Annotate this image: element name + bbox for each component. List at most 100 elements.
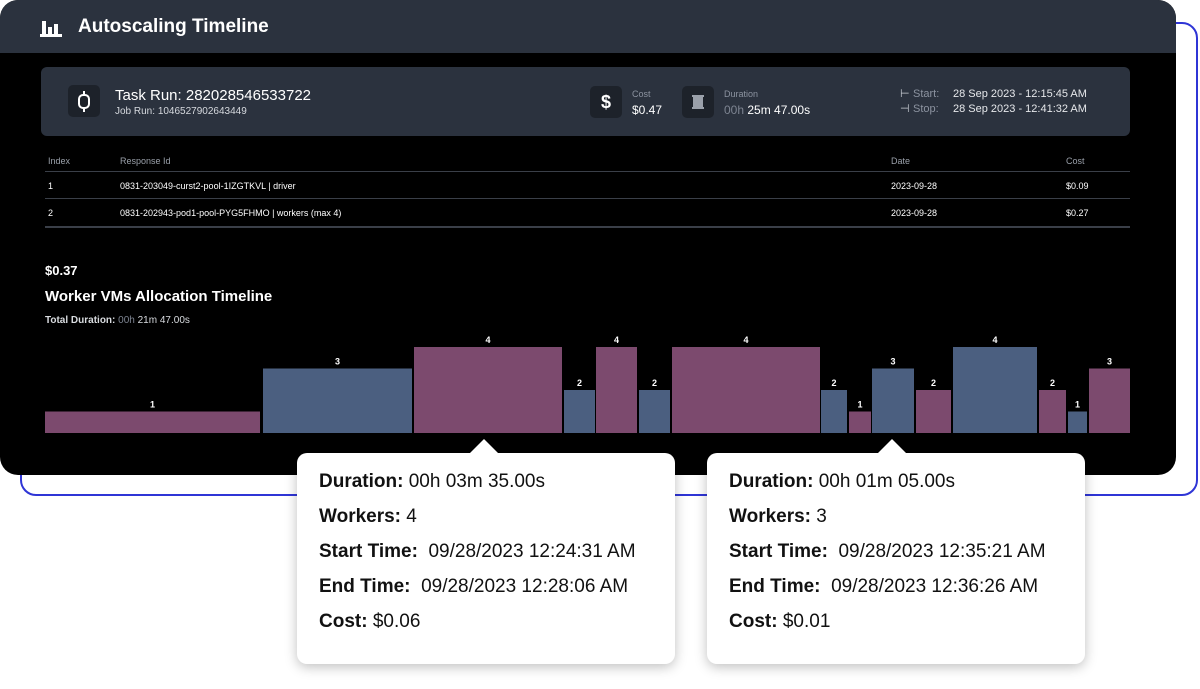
bar-value-label: 3 [1107, 357, 1112, 367]
dollar-icon: $ [590, 86, 622, 118]
duration-value: 00h 25m 47.00s [724, 103, 810, 117]
total-duration-label: Total Duration: [45, 315, 116, 326]
bar-value-label: 4 [485, 335, 490, 345]
header-date: Date [891, 156, 911, 166]
allocation-bar[interactable] [1039, 390, 1066, 433]
row-index: 2 [48, 208, 54, 218]
title-bar: Autoscaling Timeline [0, 0, 1176, 53]
hourglass-icon [682, 86, 714, 118]
duration-rest: 25m 47.00s [747, 103, 811, 117]
total-duration-rest: 21m 47.00s [137, 315, 190, 326]
task-run-title: Task Run: 282028546533722 [115, 87, 311, 104]
tooltip-2: Duration: 00h 01m 05.00s Workers: 3 Star… [707, 439, 1085, 664]
bar-value-label: 1 [1075, 400, 1080, 410]
row-response-id: 0831-202943-pod1-pool-PYG5FHMO | workers… [120, 208, 342, 218]
allocation-bar[interactable] [263, 368, 412, 434]
bar-value-label: 2 [931, 378, 936, 388]
allocation-bar[interactable] [1068, 411, 1087, 434]
allocation-bar[interactable] [596, 347, 637, 433]
allocation-bar[interactable] [821, 390, 847, 433]
bar-chart-icon [40, 17, 64, 37]
tooltip-end: 09/28/2023 12:28:06 AM [421, 576, 629, 597]
row-date: 2023-09-28 [891, 208, 938, 218]
start-label: Start: [913, 87, 940, 100]
allocation-bar[interactable] [849, 411, 871, 434]
table-row[interactable]: 1 0831-203049-curst2-pool-1IZGTKVL | dri… [45, 172, 1130, 199]
task-run-id: 282028546533722 [185, 87, 312, 104]
bar-value-label: 4 [743, 335, 748, 345]
total-duration-hours: 00h [118, 315, 135, 326]
tooltip-workers: 3 [816, 506, 827, 527]
tooltip-duration-label: Duration: [729, 471, 814, 492]
bar-value-label: 4 [992, 335, 997, 345]
tooltip-end-label: End Time: [729, 576, 821, 597]
allocation-bar[interactable] [414, 347, 562, 433]
header-index: Index [48, 156, 71, 166]
tooltip-end-label: End Time: [319, 576, 411, 597]
bar-value-label: 3 [890, 357, 895, 367]
tooltip-cost: $0.06 [372, 611, 421, 632]
cost-value: $0.47 [632, 103, 663, 117]
row-date: 2023-09-28 [891, 181, 938, 191]
bar-value-label: 2 [1050, 378, 1055, 388]
tooltip-1: Duration: 00h 03m 35.00s Workers: 4 Star… [297, 439, 675, 664]
bar-value-label: 4 [614, 335, 619, 345]
allocation-bar[interactable] [1089, 368, 1130, 434]
job-run-label: Job Run: [115, 106, 156, 117]
bar-value-label: 2 [652, 378, 657, 388]
duration-label: Duration [724, 89, 759, 99]
row-cost: $0.09 [1066, 181, 1089, 191]
start-icon: ⊢ [900, 88, 910, 100]
task-run-label: Task Run: [115, 87, 182, 104]
allocation-bar[interactable] [916, 390, 951, 433]
allocation-bar[interactable] [45, 411, 260, 434]
job-run-info: Job Run: 1046527902643449 [115, 106, 247, 117]
bar-value-label: 1 [857, 400, 862, 410]
tooltip-cost: $0.01 [782, 611, 831, 632]
bar-value-label: 2 [831, 378, 836, 388]
cost-label: Cost [632, 89, 651, 99]
header-response-id: Response Id [120, 156, 171, 166]
total-cost: $0.37 [45, 263, 78, 278]
allocation-bar[interactable] [639, 390, 670, 433]
tooltip-workers-label: Workers: [729, 506, 812, 527]
table-row[interactable]: 2 0831-202943-pod1-pool-PYG5FHMO | worke… [45, 199, 1130, 228]
task-summary-card: Task Run: 282028546533722 Job Run: 10465… [41, 67, 1130, 136]
total-duration: Total Duration: 00h 21m 47.00s [45, 315, 190, 326]
allocation-bar[interactable] [564, 390, 595, 433]
tooltip-workers-label: Workers: [319, 506, 402, 527]
stop-label: Stop: [913, 102, 939, 115]
tooltip-duration: 00h 01m 05.00s [818, 471, 955, 492]
window-title: Autoscaling Timeline [78, 15, 269, 37]
bar-value-label: 1 [150, 400, 155, 410]
tooltip-start: 09/28/2023 12:35:21 AM [838, 541, 1046, 562]
tooltip-cost-label: Cost: [319, 611, 368, 632]
allocation-bar[interactable] [953, 347, 1037, 433]
tooltip-duration: 00h 03m 35.00s [408, 471, 545, 492]
tooltip-cost-label: Cost: [729, 611, 778, 632]
table-header: Index Response Id Date Cost [45, 150, 1130, 172]
response-table: Index Response Id Date Cost 1 0831-20304… [45, 150, 1130, 228]
start-stop-times: ⊢ Start: 28 Sep 2023 - 12:15:45 AM ⊣ Sto… [900, 86, 1087, 116]
autoscaling-window: Autoscaling Timeline Task Run: 282028546… [0, 0, 1176, 475]
bar-value-label: 3 [335, 357, 340, 367]
tooltip-start-label: Start Time: [729, 541, 828, 562]
allocation-bar[interactable] [872, 368, 914, 434]
stop-value: 28 Sep 2023 - 12:41:32 AM [953, 102, 1087, 115]
duration-hours: 00h [724, 103, 745, 117]
row-cost: $0.27 [1066, 208, 1089, 218]
allocation-bar[interactable] [672, 347, 820, 433]
task-run-icon [68, 85, 100, 117]
bar-value-label: 2 [577, 378, 582, 388]
row-response-id: 0831-203049-curst2-pool-1IZGTKVL | drive… [120, 181, 296, 191]
header-cost: Cost [1066, 156, 1085, 166]
tooltip-start-label: Start Time: [319, 541, 418, 562]
stop-icon: ⊣ [900, 103, 910, 115]
allocation-chart: 1 3 4 2 4 2 4 2 1 3 2 4 2 1 3 [45, 335, 1130, 434]
start-value: 28 Sep 2023 - 12:15:45 AM [953, 87, 1087, 100]
tooltip-start: 09/28/2023 12:24:31 AM [428, 541, 636, 562]
tooltip-duration-label: Duration: [319, 471, 404, 492]
chart-title: Worker VMs Allocation Timeline [45, 288, 273, 305]
tooltip-end: 09/28/2023 12:36:26 AM [831, 576, 1039, 597]
tooltip-workers: 4 [406, 506, 417, 527]
